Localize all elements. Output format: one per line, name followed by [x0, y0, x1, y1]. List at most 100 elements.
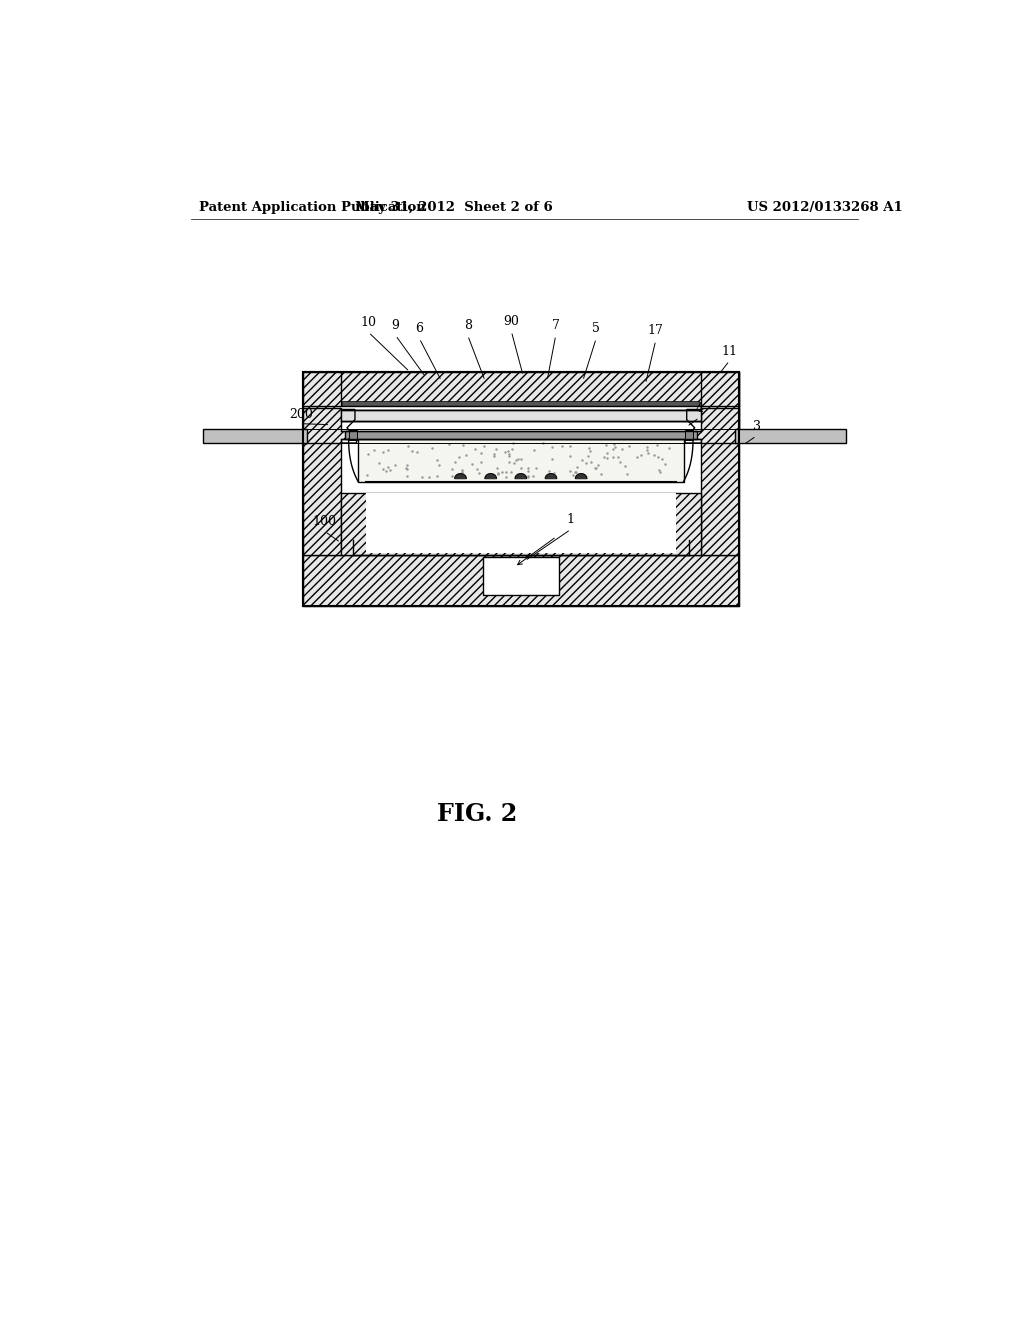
Point	[653, 449, 670, 470]
Polygon shape	[303, 408, 350, 444]
Point	[646, 444, 663, 465]
Point	[421, 466, 437, 487]
Bar	[342, 401, 699, 407]
Point	[488, 458, 505, 479]
Point	[488, 438, 505, 459]
Bar	[341, 407, 701, 430]
Point	[380, 440, 396, 461]
Point	[656, 454, 673, 475]
Point	[486, 465, 503, 486]
Point	[513, 449, 529, 470]
Text: 17: 17	[648, 325, 664, 338]
Point	[510, 449, 526, 470]
Point	[473, 444, 489, 465]
Point	[629, 446, 645, 467]
Polygon shape	[545, 474, 557, 479]
Point	[410, 441, 426, 462]
Bar	[341, 492, 701, 554]
Bar	[303, 372, 739, 606]
Point	[578, 453, 594, 474]
Point	[599, 447, 615, 469]
Point	[604, 446, 621, 467]
Point	[399, 458, 416, 479]
Point	[414, 466, 430, 487]
Point	[378, 461, 394, 482]
Point	[375, 458, 391, 479]
Point	[588, 458, 604, 479]
Point	[525, 440, 542, 461]
Point	[358, 465, 375, 486]
Text: FIG. 2: FIG. 2	[437, 803, 517, 826]
Point	[596, 446, 612, 467]
Text: 6: 6	[416, 322, 423, 335]
Bar	[341, 411, 701, 421]
Point	[486, 444, 503, 465]
Bar	[303, 554, 739, 606]
Point	[429, 466, 445, 487]
Text: US 2012/0133268 A1: US 2012/0133268 A1	[748, 201, 903, 214]
Point	[566, 462, 583, 483]
Point	[639, 442, 655, 463]
Point	[519, 457, 536, 478]
Point	[468, 458, 484, 479]
Point	[573, 449, 590, 470]
Point	[464, 454, 480, 475]
Point	[366, 440, 382, 461]
Point	[554, 436, 570, 457]
Text: 90: 90	[504, 315, 519, 329]
Point	[472, 451, 488, 473]
Point	[506, 453, 522, 474]
Point	[618, 463, 635, 484]
Text: 100: 100	[312, 515, 337, 528]
Point	[447, 451, 464, 473]
Point	[455, 434, 471, 455]
Bar	[341, 372, 701, 606]
Bar	[345, 430, 697, 440]
Text: 1: 1	[567, 513, 574, 527]
Point	[360, 444, 377, 465]
Bar	[685, 430, 693, 440]
Point	[614, 438, 631, 459]
Point	[605, 433, 622, 454]
Point	[513, 458, 529, 479]
Point	[498, 467, 514, 488]
Point	[650, 459, 667, 480]
Text: 5: 5	[592, 322, 600, 335]
Point	[497, 441, 513, 462]
Point	[598, 434, 614, 455]
Point	[617, 455, 634, 477]
Point	[604, 438, 621, 459]
Point	[590, 454, 606, 475]
Point	[489, 463, 506, 484]
Point	[580, 445, 596, 466]
Point	[520, 466, 537, 487]
Point	[508, 450, 524, 471]
Point	[504, 438, 520, 459]
Point	[606, 437, 623, 458]
Text: 10: 10	[360, 317, 377, 329]
Point	[524, 466, 541, 487]
Point	[582, 440, 598, 461]
Point	[400, 436, 417, 457]
Point	[454, 459, 470, 480]
Point	[505, 433, 521, 454]
Point	[536, 433, 552, 454]
Point	[397, 457, 414, 478]
Point	[467, 438, 483, 459]
Point	[565, 465, 582, 486]
Point	[660, 437, 677, 458]
Point	[593, 463, 609, 484]
Point	[562, 461, 579, 482]
Point	[501, 445, 517, 466]
Point	[648, 434, 665, 455]
Point	[501, 451, 517, 473]
Bar	[204, 429, 306, 444]
Polygon shape	[575, 474, 587, 479]
Point	[520, 461, 537, 482]
Bar	[348, 430, 356, 440]
Point	[471, 462, 487, 483]
Point	[431, 454, 447, 475]
Point	[588, 458, 604, 479]
Point	[562, 445, 579, 466]
Point	[544, 436, 560, 457]
